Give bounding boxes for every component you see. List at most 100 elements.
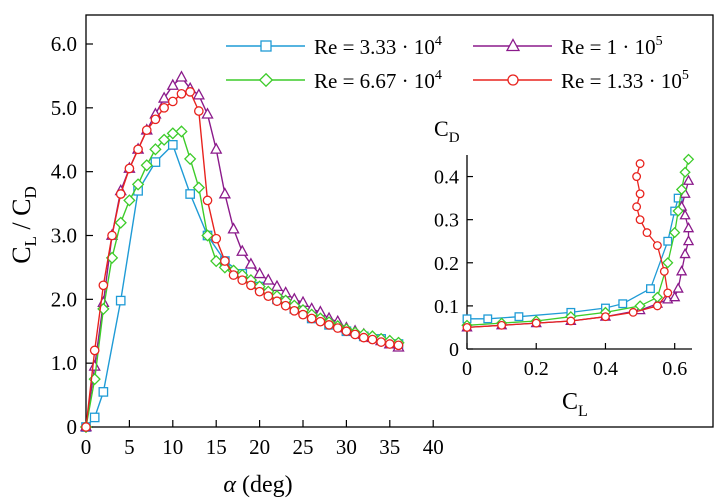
inset-data-point	[662, 257, 674, 269]
main-data-point	[270, 279, 284, 291]
main-data-point	[115, 295, 126, 306]
inset-y-tick-label: 0.3	[434, 210, 459, 232]
main-series	[79, 70, 405, 432]
main-data-point	[193, 106, 204, 116]
main-data-point	[236, 244, 249, 256]
main-data-point	[157, 91, 171, 103]
main-data-point	[89, 345, 100, 356]
inset-data-point	[679, 209, 691, 220]
main-data-point	[123, 194, 136, 207]
main-y-tick-label: 3.0	[51, 224, 77, 248]
main-data-point	[140, 159, 153, 172]
inset-data-point	[628, 307, 638, 317]
legend-marker	[505, 38, 521, 52]
main-data-point	[262, 273, 275, 285]
main-data-point	[263, 291, 274, 301]
main-data-point	[350, 329, 360, 340]
main-data-point	[175, 125, 188, 138]
inset-data-point	[682, 221, 695, 233]
main-data-point	[150, 114, 161, 125]
inset-data-point	[679, 247, 691, 259]
inset-data-point	[601, 312, 610, 322]
inset-chart: 0 0.1 0.2 0.3 0.4 0 0.2 0.4 0.6 CD CL	[434, 116, 695, 420]
main-x-tick-label: 10	[162, 435, 183, 459]
main-data-point	[306, 313, 317, 324]
main-data-point	[166, 127, 179, 140]
main-data-point	[341, 326, 352, 337]
inset-series-group	[461, 153, 695, 332]
legend-item: Re = 1.33 · 105	[473, 68, 689, 93]
inset-data-point	[663, 288, 673, 298]
inset-data-point	[652, 301, 662, 311]
inset-x-tick-label: 0.2	[524, 358, 549, 380]
main-x-tick-label: 35	[379, 435, 400, 459]
main-y-tick-label: 0	[67, 415, 78, 439]
main-series	[81, 87, 404, 432]
inset-y-axis: 0 0.1 0.2 0.3 0.4	[434, 167, 473, 361]
legend-label: Re = 1 · 105	[561, 34, 663, 59]
inset-series	[462, 193, 683, 324]
main-data-point	[201, 229, 214, 242]
main-data-point	[157, 133, 171, 146]
main-data-point	[98, 280, 109, 291]
main-data-point	[210, 254, 223, 268]
main-data-point	[159, 102, 169, 113]
main-data-point	[185, 189, 196, 199]
inset-data-point	[651, 291, 664, 303]
main-data-point	[253, 266, 266, 279]
main-data-point	[220, 256, 230, 266]
main-data-point	[114, 216, 127, 229]
main-data-point	[192, 181, 206, 194]
main-x-tick-label: 30	[336, 435, 357, 459]
main-data-point	[167, 140, 178, 150]
main-data-point	[192, 88, 205, 100]
main-y-tick-label: 6.0	[51, 32, 77, 56]
legend-item: Re = 3.33 · 104	[226, 34, 442, 59]
inset-data-point	[646, 284, 655, 294]
legend-label: Re = 3.33 · 104	[314, 34, 442, 59]
inset-data-point	[462, 322, 472, 332]
main-data-point	[88, 359, 101, 371]
main-data-point	[211, 233, 222, 244]
inset-data-point	[682, 174, 695, 185]
inset-data-point	[675, 265, 688, 276]
main-series-group	[79, 70, 405, 434]
main-data-point	[218, 187, 232, 199]
main-data-point	[183, 152, 197, 166]
inset-data-point	[679, 166, 691, 178]
main-plot-frame	[85, 14, 714, 428]
main-series-line	[85, 91, 399, 428]
inset-data-point	[652, 241, 662, 250]
main-x-tick-label: 15	[206, 435, 227, 459]
main-data-point	[81, 422, 91, 432]
inset-data-point	[497, 320, 507, 330]
inset-data-point	[659, 266, 669, 276]
main-x-tick-label: 40	[423, 435, 444, 459]
main-data-point	[176, 88, 187, 99]
main-y-axis: 0 1.0 2.0 3.0 4.0 5.0 6.0	[51, 32, 93, 439]
main-data-point	[150, 157, 161, 167]
inset-y-tick-label: 0.2	[434, 253, 459, 275]
legend: Re = 3.33 · 104 Re = 1 · 105 Re = 6.67 · 1…	[226, 34, 689, 93]
inset-series-line	[466, 163, 669, 329]
legend-marker	[260, 40, 272, 52]
main-series	[81, 140, 404, 432]
inset-data-point	[642, 228, 652, 238]
main-data-point	[289, 305, 300, 316]
main-data-point	[133, 144, 143, 155]
inset-data-point	[514, 312, 524, 322]
inset-data-point	[682, 234, 695, 246]
main-data-point	[393, 340, 404, 351]
main-data-point	[185, 87, 196, 97]
legend-item: Re = 6.67 · 104	[226, 68, 442, 93]
inset-x-axis: 0 0.2 0.4 0.6	[462, 343, 687, 380]
main-chart: 0 1.0 2.0 3.0 4.0 5.0 6.0 0 5 10 15 20 25 30 35 40 CL …	[7, 14, 714, 498]
main-y-tick-label: 4.0	[51, 160, 77, 184]
inset-series-line	[467, 197, 679, 320]
main-data-point	[175, 70, 188, 82]
main-data-point	[107, 230, 117, 241]
inset-x-tick-label: 0	[462, 358, 472, 380]
inset-data-point	[672, 205, 684, 217]
main-data-point	[210, 142, 223, 154]
